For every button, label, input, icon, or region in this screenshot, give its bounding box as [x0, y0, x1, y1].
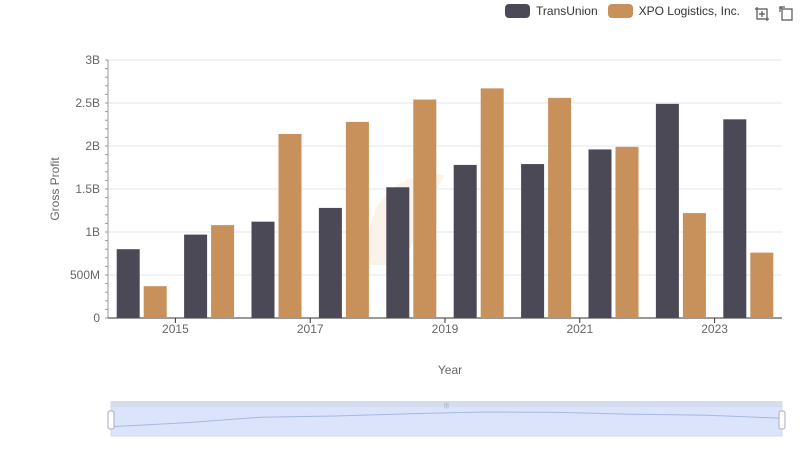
x-tick-label: 2021: [566, 322, 593, 336]
slider-top-bar[interactable]: [111, 401, 782, 407]
data-zoom-slider[interactable]: |||: [107, 401, 786, 437]
y-tick-label: 500M: [70, 268, 100, 282]
x-tick-label: 2017: [297, 322, 324, 336]
bar-transunion-2015[interactable]: [184, 234, 208, 318]
bar-transunion-2021[interactable]: [588, 149, 612, 318]
bar-transunion-2018[interactable]: [386, 187, 410, 318]
x-tick-label: 2019: [432, 322, 459, 336]
bars: [116, 88, 774, 318]
bar-xpo-2016[interactable]: [278, 133, 302, 318]
legend-label-transunion: TransUnion: [536, 4, 598, 18]
slider-handle-left[interactable]: [107, 410, 115, 430]
bar-xpo-2023[interactable]: [750, 252, 774, 318]
bar-transunion-2017[interactable]: [318, 207, 342, 318]
legend-label-xpo: XPO Logistics, Inc.: [638, 4, 740, 18]
bar-xpo-2014[interactable]: [143, 286, 167, 318]
zoom-icon[interactable]: [754, 6, 770, 22]
axis-labels: 0 500M 1B 1.5B 2B 2.5B 3B 2015 2017 2019 2021 2023 Y…: [48, 53, 728, 377]
bar-xpo-2019[interactable]: [480, 88, 504, 318]
y-tick-label: 2.5B: [75, 96, 100, 110]
legend-item-xpo[interactable]: XPO Logistics, Inc.: [607, 4, 740, 18]
bar-transunion-2023[interactable]: [723, 119, 747, 318]
y-tick-label: 3B: [85, 53, 100, 67]
x-axis-title: Year: [438, 363, 462, 377]
bar-transunion-2022[interactable]: [655, 103, 679, 318]
bar-transunion-2016[interactable]: [251, 221, 275, 318]
slider-grip-icon[interactable]: |||: [444, 403, 449, 409]
y-tick-label: 1B: [85, 225, 100, 239]
toolbox: [754, 6, 794, 22]
slider-handle-right[interactable]: [778, 410, 786, 430]
y-tick-label: 0: [93, 311, 100, 325]
slider-preview-line: [110, 411, 783, 428]
bar-xpo-2020[interactable]: [548, 97, 572, 318]
legend-swatch-xpo: [607, 4, 633, 18]
bar-transunion-2014[interactable]: [116, 249, 140, 318]
x-tick-label: 2015: [162, 322, 189, 336]
y-tick-label: 2B: [85, 139, 100, 153]
bar-xpo-2017[interactable]: [345, 121, 369, 318]
bar-xpo-2015[interactable]: [211, 225, 235, 318]
x-tick-label: 2023: [701, 322, 728, 336]
legend: TransUnion XPO Logistics, Inc.: [505, 4, 740, 18]
y-axis-title: Gross Profit: [48, 157, 62, 221]
legend-swatch-transunion: [505, 4, 531, 18]
restore-icon[interactable]: [778, 6, 794, 22]
bar-xpo-2022[interactable]: [682, 213, 706, 318]
legend-item-transunion[interactable]: TransUnion: [505, 4, 598, 18]
bar-transunion-2020[interactable]: [521, 164, 545, 318]
y-tick-label: 1.5B: [75, 182, 100, 196]
bar-xpo-2018[interactable]: [413, 99, 437, 318]
bar-xpo-2021[interactable]: [615, 146, 639, 318]
gridlines: [108, 59, 782, 276]
bar-transunion-2019[interactable]: [453, 164, 477, 318]
